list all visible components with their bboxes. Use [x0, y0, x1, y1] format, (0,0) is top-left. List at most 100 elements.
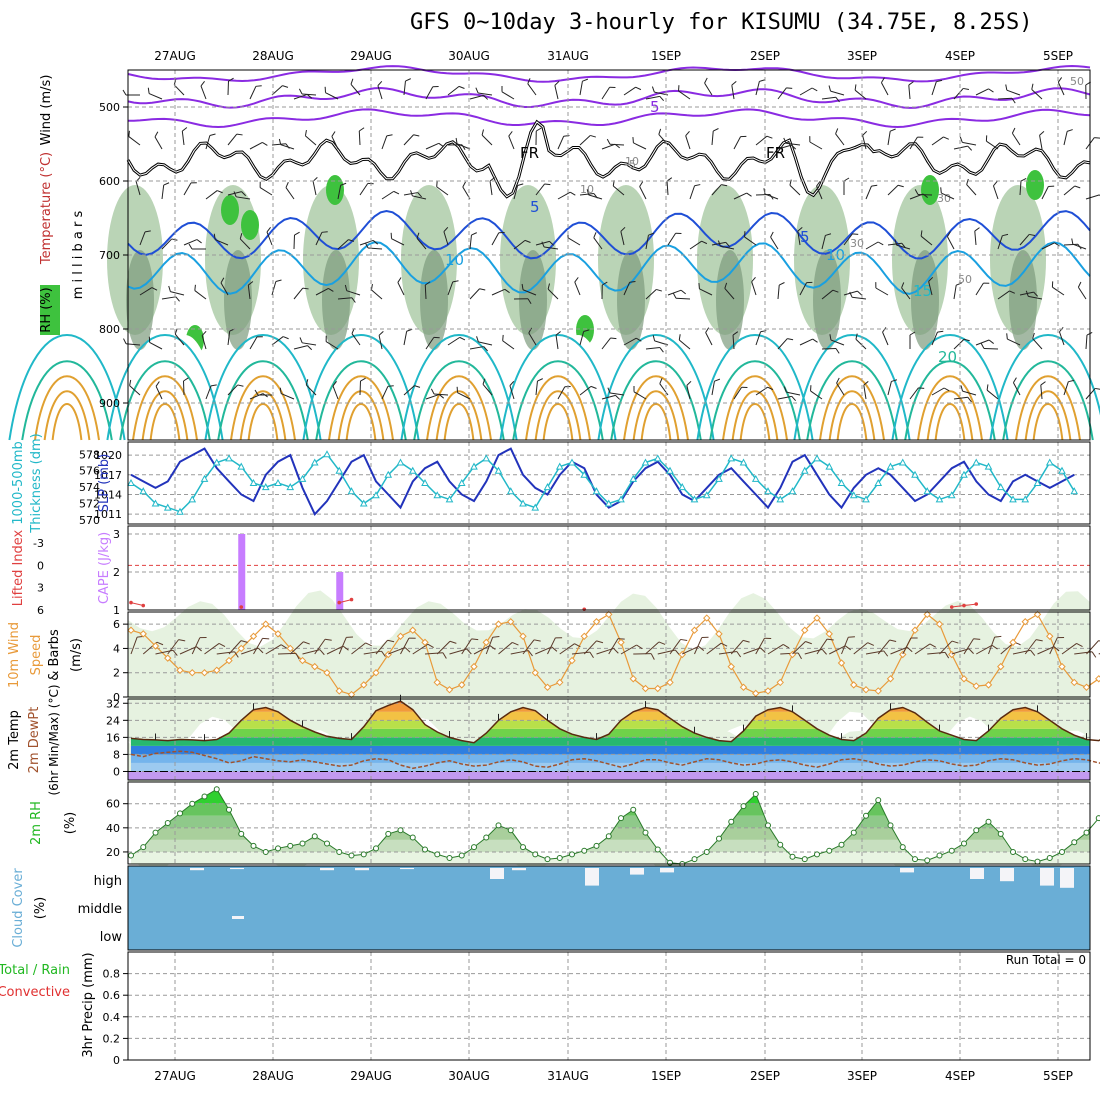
wind-barb-flag	[344, 284, 348, 291]
wind-barb	[633, 385, 647, 400]
surface-barb-flag	[295, 653, 300, 660]
wind-speed-point	[1070, 678, 1078, 687]
wind-barb-staff	[522, 289, 537, 296]
wind-barb-staff	[689, 240, 702, 250]
wind-barb-staff	[173, 84, 185, 96]
wind-barb-staff	[527, 83, 537, 96]
wind-barb-flag	[882, 327, 887, 333]
surface-wind-barb	[289, 641, 310, 655]
thickness-point	[1058, 466, 1066, 474]
temp-tick-label: 16	[106, 731, 120, 744]
surface-barb-flag	[178, 639, 186, 642]
lifted-point	[582, 607, 587, 612]
rh-point	[532, 851, 539, 858]
rh-point	[471, 844, 477, 851]
wind-barb	[975, 339, 994, 346]
wind-barb	[985, 135, 999, 150]
rh-point	[630, 806, 637, 813]
wind-speed-point	[617, 638, 625, 647]
surface-barb-flag	[280, 644, 288, 649]
temp-line	[130, 700, 1100, 744]
rh-axis-label: RH (%)	[39, 287, 54, 332]
surface-wind-barb	[939, 640, 959, 655]
surface-wind-barb	[988, 635, 1002, 655]
wind-barb-staff	[161, 296, 176, 300]
wind-barb-flag	[590, 134, 596, 138]
x-tick-top: 3SEP	[847, 49, 877, 63]
wind-barb	[535, 378, 543, 396]
surface-wind-barb	[951, 648, 974, 655]
wind-barb	[293, 231, 300, 250]
wind-barb-staff	[786, 391, 801, 396]
wind-barb-staff	[997, 97, 1013, 100]
wind-barb-flag	[475, 87, 479, 94]
thickness-point	[1070, 487, 1079, 495]
wind-barb-staff	[724, 288, 735, 300]
wind-barb-flag	[282, 85, 289, 88]
wind-barb-staff	[855, 338, 867, 350]
wind-barb-staff	[835, 133, 845, 146]
surface-barb-flag	[442, 652, 447, 659]
wind-barb	[425, 336, 440, 350]
wind-barb	[836, 377, 845, 396]
wind-barb-flag	[586, 189, 590, 196]
wind-barb-flag	[783, 137, 787, 144]
wind-barb-staff	[579, 135, 591, 146]
surface-barb-flag	[596, 640, 604, 644]
rh-point	[850, 829, 857, 836]
wind-barb-staff	[508, 135, 515, 150]
thickness-point	[310, 458, 319, 466]
rh-point	[348, 852, 355, 859]
thickness-point	[127, 478, 135, 486]
wind-barb-flag	[849, 291, 853, 298]
wind-barb-flag	[196, 239, 202, 244]
surface-wind-barb	[853, 642, 875, 655]
wind-barb	[855, 333, 867, 350]
wind-barb-flag	[155, 381, 160, 387]
wind-barb	[1041, 242, 1060, 250]
thickness-point	[188, 495, 197, 503]
rh-point	[164, 820, 171, 826]
wind-barb-flag	[259, 181, 261, 188]
surface-barb-flag	[346, 636, 354, 638]
isotherm-warm	[400, 334, 518, 441]
wind-barb-staff	[301, 93, 317, 96]
wind-barb-flag	[416, 232, 420, 239]
wind-barb	[1012, 377, 1021, 396]
wind-barb-flag	[549, 241, 555, 246]
thickness-point	[274, 478, 282, 486]
cape-bar	[238, 534, 246, 610]
wind-barb	[227, 77, 234, 96]
wind-barb	[666, 177, 673, 196]
wind-barb-staff	[777, 87, 787, 100]
wind-barb	[579, 78, 589, 96]
wind-speed-point	[752, 689, 760, 698]
wind-barb-staff	[358, 130, 361, 146]
surface-wind-barb	[314, 638, 332, 655]
wind-speed-point	[984, 681, 993, 689]
wind-barb	[931, 387, 950, 396]
surface-barb-staff	[767, 644, 784, 655]
wind-speed-point	[1058, 662, 1066, 671]
wind-barb-flag	[123, 338, 127, 344]
wind-barb-staff	[909, 136, 918, 150]
wind-barb-flag	[593, 232, 597, 238]
rh-band-dark	[911, 250, 939, 350]
wind-barb-staff	[528, 332, 537, 346]
wind-barb-staff	[593, 237, 603, 250]
wind-barb-staff	[633, 142, 647, 150]
wind-barb	[205, 384, 217, 400]
wind-barb-staff	[733, 192, 747, 200]
wind-barb-staff	[174, 333, 185, 346]
wind-barb-flag	[1005, 84, 1008, 91]
surface-barb-flag	[492, 636, 500, 638]
wind-barb-flag	[262, 141, 268, 146]
rh-point	[1034, 858, 1041, 865]
wind-barb	[501, 85, 515, 100]
surface-barb-staff	[522, 639, 535, 655]
rh-bright-spot	[326, 175, 344, 205]
cloud-middle-bar	[232, 916, 244, 919]
surface-wind-barb	[1074, 651, 1097, 658]
wind-barb	[639, 181, 647, 200]
wind-barb-staff	[425, 337, 435, 350]
